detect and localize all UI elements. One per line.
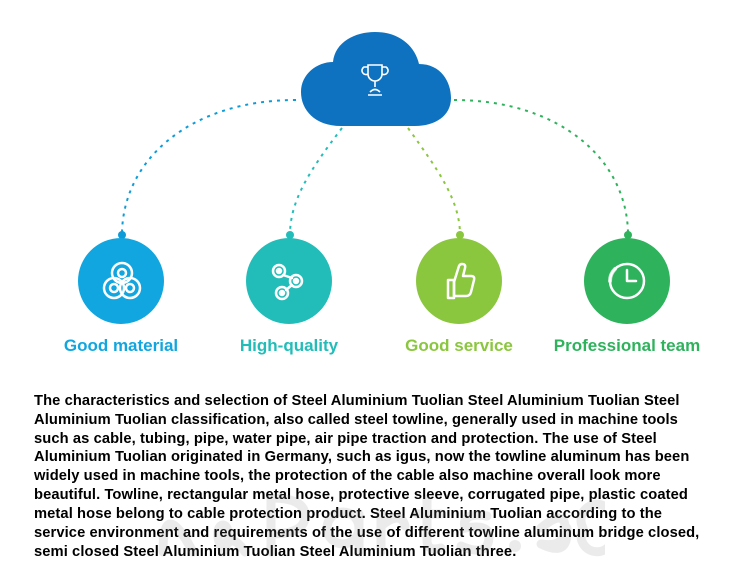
feature-label: Good service <box>384 336 534 356</box>
connector-2 <box>408 128 460 235</box>
feature-label: High-quality <box>214 336 364 356</box>
feature-diagram: Good material High-quality Good service … <box>0 0 750 386</box>
rolls-icon <box>78 238 164 324</box>
chain-icon <box>246 238 332 324</box>
feature-label: Professional team <box>552 336 702 356</box>
connector-3 <box>454 100 628 235</box>
feature-professional-team: Professional team <box>552 238 702 356</box>
description-paragraph: The characteristics and selection of Ste… <box>34 392 716 561</box>
feature-label: Good material <box>46 336 196 356</box>
thumb-icon <box>416 238 502 324</box>
connector-0 <box>122 100 296 235</box>
trophy-icon <box>359 62 391 98</box>
feature-high-quality: High-quality <box>214 238 364 356</box>
clock-icon <box>584 238 670 324</box>
feature-good-material: Good material <box>46 238 196 356</box>
feature-good-service: Good service <box>384 238 534 356</box>
connector-1 <box>290 128 342 235</box>
